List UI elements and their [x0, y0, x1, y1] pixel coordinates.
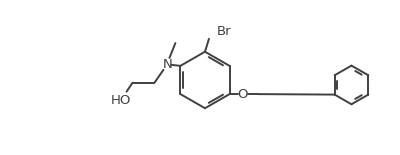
Text: Br: Br	[217, 25, 232, 38]
Text: N: N	[162, 58, 172, 71]
Text: HO: HO	[110, 94, 131, 107]
Text: O: O	[237, 88, 248, 101]
